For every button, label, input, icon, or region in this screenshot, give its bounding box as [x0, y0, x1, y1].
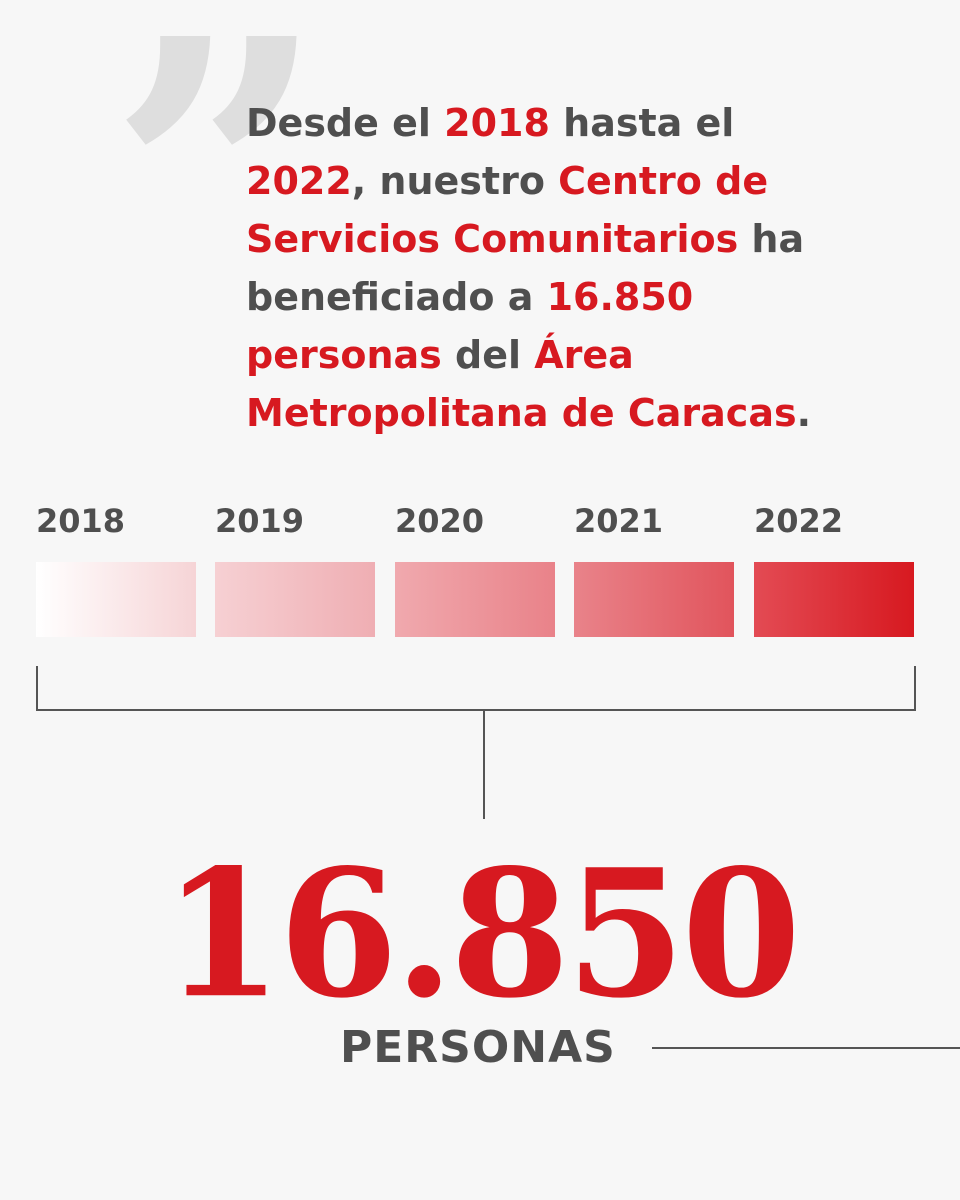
total-unit-label: PERSONAS [340, 1022, 616, 1073]
quote-line: beneficiado a 16.850 [246, 275, 694, 319]
quote-line: 2022, nuestro Centro de [246, 159, 769, 203]
year-bar-2020 [395, 562, 555, 637]
quote-line: personas del Área [246, 333, 634, 377]
year-bar-2019 [215, 562, 375, 637]
quote-line: Servicios Comunitarios ha [246, 217, 805, 261]
year-bar-2022 [754, 562, 914, 637]
year-label-2022: 2022 [754, 502, 844, 540]
unit-divider-line [652, 1047, 960, 1049]
year-label-2021: 2021 [574, 502, 664, 540]
year-bar-2021 [574, 562, 734, 637]
year-label-2018: 2018 [36, 502, 126, 540]
year-label-2020: 2020 [395, 502, 485, 540]
quote-line: Desde el 2018 hasta el [246, 101, 735, 145]
quote-text: Desde el 2018 hasta el 2022, nuestro Cen… [246, 94, 886, 442]
quote-line: Metropolitana de Caracas. [246, 391, 812, 435]
total-number: 16.850 [162, 829, 801, 1038]
year-bar-2018 [36, 562, 196, 637]
year-label-2019: 2019 [215, 502, 305, 540]
